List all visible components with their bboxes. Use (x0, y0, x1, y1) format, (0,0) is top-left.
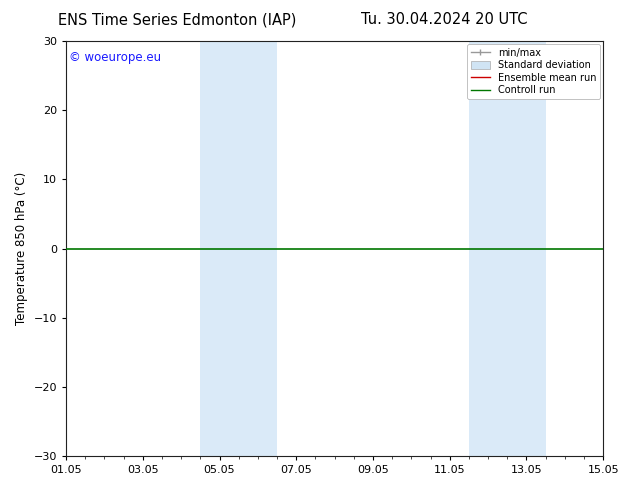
Bar (200, 41, 277, 456)
Text: © woeurope.eu: © woeurope.eu (68, 51, 161, 64)
Text: Tu. 30.04.2024 20 UTC: Tu. 30.04.2024 20 UTC (361, 12, 527, 27)
Legend: min/max, Standard deviation, Ensemble mean run, Controll run: min/max, Standard deviation, Ensemble me… (467, 44, 600, 99)
Text: ENS Time Series Edmonton (IAP): ENS Time Series Edmonton (IAP) (58, 12, 297, 27)
Bar (469, 41, 546, 456)
Y-axis label: Temperature 850 hPa (°C): Temperature 850 hPa (°C) (15, 172, 28, 325)
